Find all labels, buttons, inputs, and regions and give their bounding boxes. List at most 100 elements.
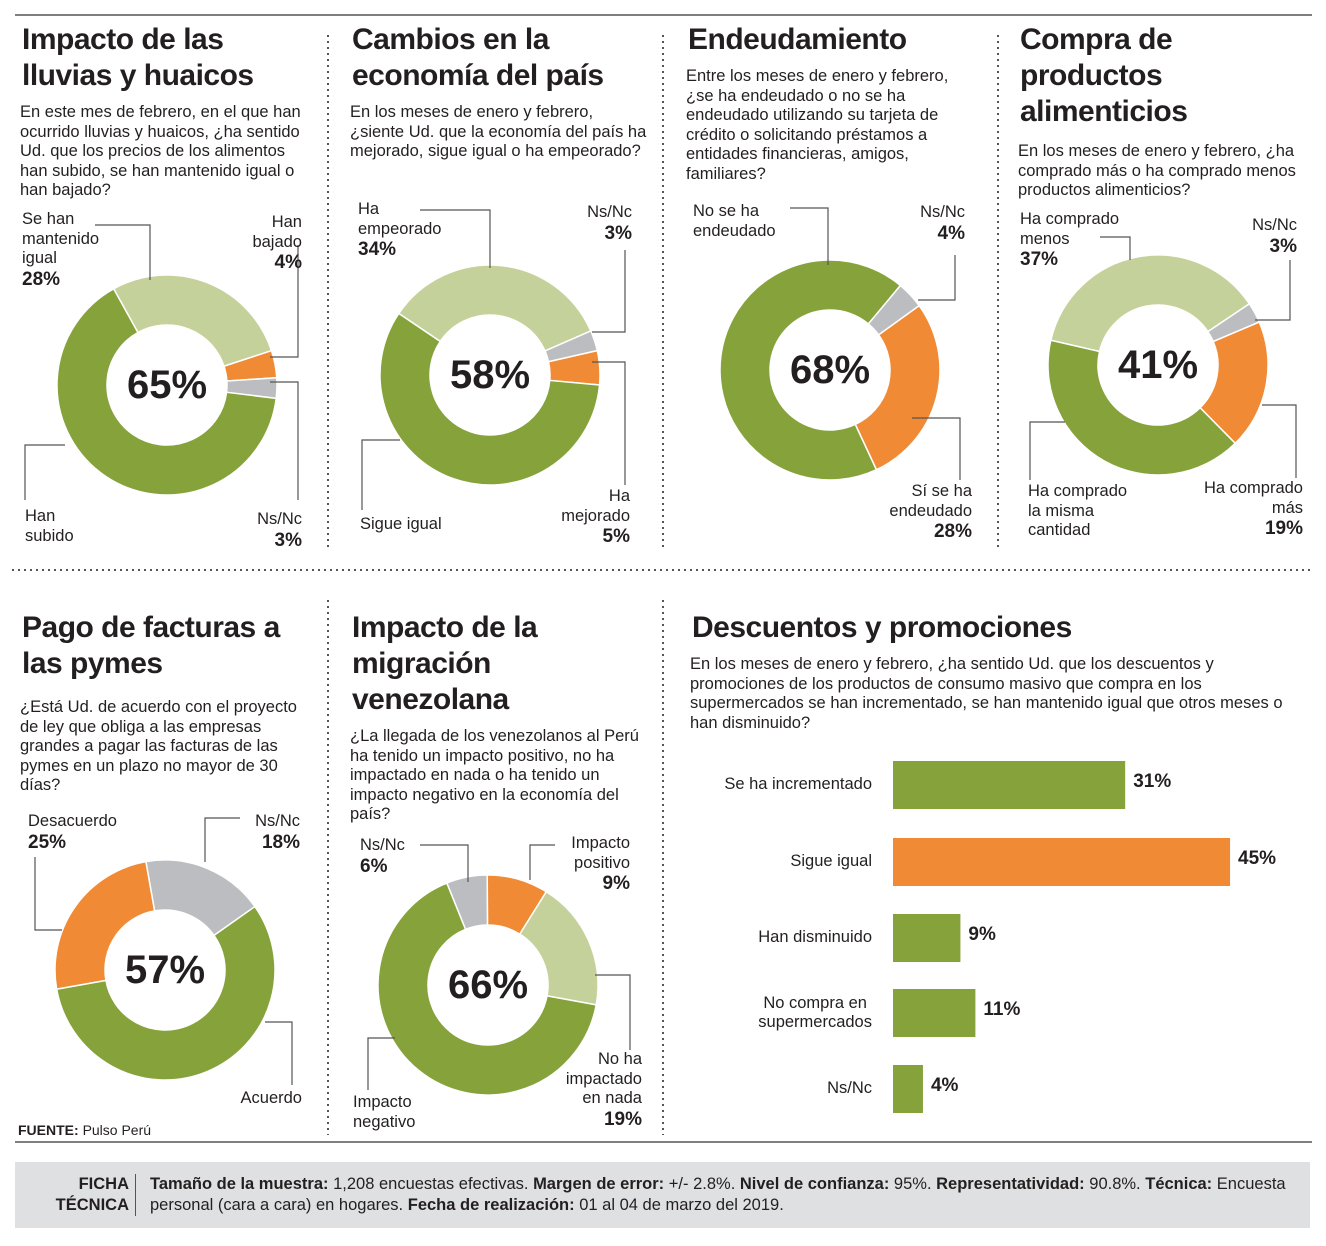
leader-line <box>790 207 829 265</box>
chart-question: Entre los meses de enero y febrero, ¿se … <box>686 67 949 183</box>
donut-segment <box>854 304 941 471</box>
segment-label: Ha empeorado 34% <box>358 200 441 261</box>
leader-line <box>592 361 626 485</box>
value-label: 28% <box>933 521 972 542</box>
leader-line <box>204 817 240 862</box>
segment-label: Ns/Nc 6% <box>360 836 405 878</box>
segment-label: Ns/Nc 3% <box>587 203 632 245</box>
leader-line <box>361 439 400 510</box>
chart-question: En este mes de febrero, en el que han oc… <box>20 103 301 199</box>
category-label: Se ha incrementado <box>724 775 872 794</box>
bar <box>893 1065 923 1113</box>
category-label: No se ha endeudado <box>693 202 776 240</box>
segment-label: Han bajado 4% <box>252 213 302 274</box>
segment-label: Ns/Nc 3% <box>257 510 302 552</box>
value-label: 5% <box>602 526 630 547</box>
segment-label: Ha mejorado 5% <box>561 487 630 548</box>
bar <box>893 989 976 1037</box>
category-label: Ns/Nc <box>587 203 632 221</box>
category-label: Ha comprado la misma cantidad <box>1028 482 1128 539</box>
ficha-value: 1,208 encuestas efectivas. <box>333 1175 529 1193</box>
donut-segment <box>1049 254 1251 353</box>
donut-segment <box>379 312 601 486</box>
chart-title: Impacto de la migración venezolana <box>352 611 538 716</box>
ficha-label: Técnica: <box>1145 1175 1213 1193</box>
center-label: 65% <box>126 363 208 407</box>
segment-label: Ha comprado menos 37% <box>1020 210 1119 271</box>
chart-question: En los meses de enero y febrero, ¿ha sen… <box>690 655 1283 732</box>
segment-label: Impacto negativo <box>353 1093 415 1132</box>
value-label: 28% <box>22 268 61 290</box>
category-label: Acuerdo <box>240 1089 302 1107</box>
category-label: Se han mantenido igual <box>22 210 100 267</box>
category-label: Desacuerdo <box>28 812 117 830</box>
leader-line <box>270 381 299 500</box>
value-label: 4% <box>937 222 965 244</box>
donut-segment <box>1047 339 1237 476</box>
ficha-tecnica: FICHA TÉCNICA Tamaño de la muestra: 1,20… <box>15 1162 1310 1228</box>
ficha-value: +/- 2.8%. <box>668 1175 736 1193</box>
chart-question: ¿Está Ud. de acuerdo con el proyecto de … <box>20 698 297 794</box>
donut-segment <box>112 274 273 368</box>
leader-line <box>1262 404 1297 478</box>
leader-line <box>1255 260 1291 321</box>
ficha-label: Margen de error: <box>533 1175 665 1193</box>
segment-label: Ha comprado más 19% <box>1204 479 1303 540</box>
value-label: 3% <box>274 529 302 551</box>
source-label: FUENTE: <box>18 1122 79 1138</box>
leader-line <box>420 209 491 268</box>
category-label: Sigue igual <box>360 515 442 533</box>
donut-segment <box>56 287 278 496</box>
value-label: 34% <box>358 239 397 260</box>
center-label: 66% <box>447 963 529 1007</box>
segment-label: Sigue igual <box>360 515 442 535</box>
segment-label: Se han mantenido igual 28% <box>22 210 99 291</box>
category-label: Ns/Nc <box>1252 216 1297 234</box>
category-label: Ns/Nc <box>255 812 300 830</box>
value-label: 25% <box>28 831 67 853</box>
value-label: 19% <box>1264 518 1303 539</box>
ficha-label: Representatividad: <box>936 1175 1085 1193</box>
donut-segment <box>397 264 592 352</box>
chart-title: Compra de productos alimenticios <box>1020 23 1188 128</box>
center-label: 68% <box>789 348 871 392</box>
category-label: Ha comprado más <box>1203 479 1303 517</box>
segment-label: Desacuerdo 25% <box>28 812 117 854</box>
leader-line <box>367 1037 395 1090</box>
chart-title: Impacto de las lluvias y huaicos <box>22 23 254 92</box>
value-label: 31% <box>1133 771 1172 792</box>
chart-question: ¿La llegada de los venezolanos al Perú h… <box>350 727 639 823</box>
segment-label: No se ha endeudado <box>693 202 776 241</box>
category-label: Ns/Nc <box>360 836 405 854</box>
value-label: 19% <box>603 1108 642 1130</box>
value-label: 11% <box>983 999 1021 1020</box>
separators <box>12 35 1312 1135</box>
leader-line <box>1029 421 1065 480</box>
center-label: 57% <box>124 948 206 992</box>
ficha-label: Fecha de realización: <box>407 1196 575 1214</box>
value-label: 4% <box>930 1075 959 1096</box>
category-label: Ha empeorado <box>358 200 442 238</box>
leader-line <box>595 974 631 1050</box>
ficha-title: FICHA TÉCNICA <box>55 1175 129 1214</box>
segment-label: Ha comprado la misma cantidad <box>1028 482 1127 541</box>
category-label: Ha mejorado <box>561 487 630 525</box>
center-label: 58% <box>449 353 531 397</box>
leader-line <box>270 245 299 358</box>
value-label: 3% <box>604 222 632 244</box>
value-label: 4% <box>274 252 302 273</box>
source: FUENTE: Pulso Perú <box>18 1122 151 1138</box>
bar <box>893 914 961 962</box>
category-label: Impacto negativo <box>353 1093 416 1131</box>
value-label: 6% <box>360 855 388 877</box>
ficha-value: Encuesta personal (cara a cara) en hogar… <box>150 1175 1286 1214</box>
chart-question: En los meses de enero y febrero, ¿siente… <box>350 103 647 160</box>
leader-line <box>592 250 626 333</box>
segment-label: Ns/Nc 4% <box>920 203 965 245</box>
value-label: 3% <box>1269 235 1297 257</box>
value-label: 9% <box>968 924 996 945</box>
category-label: Han disminuido <box>758 928 872 947</box>
segment-label: Han subido <box>25 507 74 546</box>
